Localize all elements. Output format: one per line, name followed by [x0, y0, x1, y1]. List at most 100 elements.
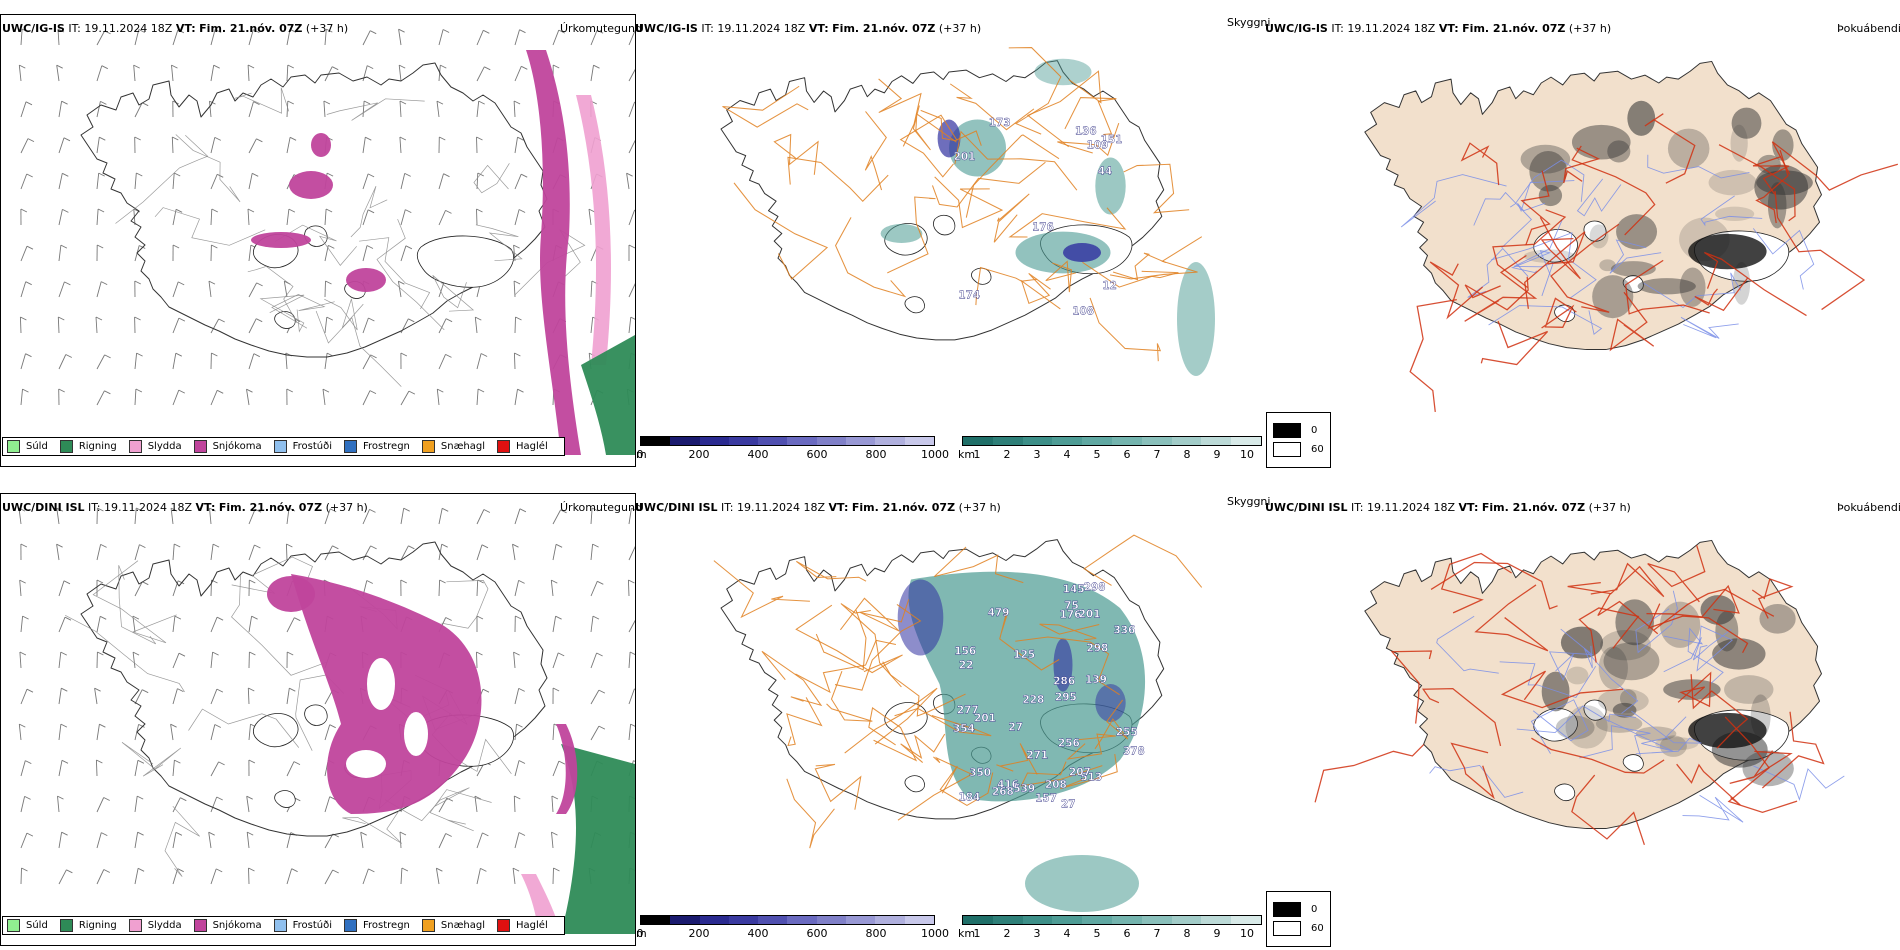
- cloud-base-label: 75: [1064, 600, 1079, 612]
- road-line: [475, 224, 523, 262]
- wind-barb-flag: [212, 651, 219, 656]
- wind-barb-flag: [19, 579, 26, 584]
- wind-barb-flag: [104, 30, 111, 35]
- wind-barb: [324, 869, 334, 885]
- colorbar-bin: [963, 437, 993, 445]
- road-line: [1066, 733, 1116, 760]
- colorbar-bin: [904, 437, 934, 445]
- wind-barb-flag: [177, 688, 184, 693]
- field-blob: [880, 224, 923, 244]
- wind-barb-flag: [360, 831, 367, 836]
- wind-barb: [172, 317, 180, 334]
- colorbar-bin: [904, 916, 934, 924]
- road-line: [1682, 794, 1744, 823]
- fog-legend-swatch: [1273, 442, 1301, 457]
- wind-barb-flag: [138, 723, 145, 728]
- precip-panel-2: [0, 493, 636, 946]
- wind-barb-flag: [246, 388, 253, 393]
- wind-barb-flag: [26, 245, 34, 250]
- wind-barb-flag: [598, 689, 606, 694]
- wind-barb-flag: [97, 651, 104, 656]
- wind-barb-flag: [136, 352, 143, 357]
- wind-barb-flag: [555, 543, 563, 548]
- colorbar-bin: [1052, 916, 1083, 924]
- wind-barb: [362, 545, 371, 561]
- wind-barb-flag: [328, 244, 335, 249]
- wind-barb-flag: [329, 508, 337, 513]
- glacier-outline: [252, 713, 299, 748]
- field-blob: [1063, 243, 1101, 262]
- wind-barb-flag: [555, 615, 562, 620]
- road-line: [1578, 607, 1640, 663]
- wind-barb-flag: [286, 388, 294, 393]
- colorbar-tick: 10: [1240, 448, 1254, 461]
- title-fog-1: Þokuábendi: [1837, 22, 1900, 35]
- wind-barb: [400, 173, 406, 190]
- road-line: [1531, 737, 1665, 774]
- wind-barb: [627, 579, 630, 597]
- wind-barb-flag: [104, 354, 111, 359]
- wind-barb-flag: [136, 795, 144, 800]
- wind-barb-flag: [291, 868, 298, 873]
- wind-barb-flag: [213, 64, 220, 69]
- precip-legend-2: Súld Rigning Slydda Snjókoma Frostúði Frostre…: [2, 916, 565, 935]
- wind-barb: [20, 138, 29, 154]
- road-line: [1082, 261, 1179, 288]
- wind-barb: [172, 760, 175, 777]
- wind-barb-flag: [20, 208, 28, 213]
- wind-barb: [514, 832, 520, 849]
- cloud-base-label: 513: [1080, 772, 1102, 784]
- precip-band: [576, 95, 611, 365]
- wind-barb-flag: [246, 831, 254, 836]
- wind-barb: [476, 832, 483, 849]
- road-line: [1436, 615, 1499, 674]
- wind-barb-flag: [99, 723, 106, 728]
- wind-barb-flag: [247, 64, 255, 69]
- field-blob: [1025, 855, 1139, 912]
- wind-barb: [628, 283, 635, 298]
- wind-barb: [172, 832, 177, 849]
- wind-barb: [134, 29, 140, 46]
- wind-barb-flag: [256, 138, 263, 143]
- wind-barb-flag: [18, 507, 26, 512]
- road-line: [1729, 750, 1793, 784]
- wind-barb: [20, 101, 27, 118]
- wind-barb-flag: [630, 316, 635, 320]
- wind-barb: [210, 208, 213, 226]
- legend-label: Rigning: [78, 441, 117, 452]
- field-blob: [1712, 638, 1766, 670]
- colorbar-tick: 1000: [921, 448, 949, 461]
- wind-barb-flag: [516, 723, 523, 728]
- wind-barb-flag: [596, 652, 603, 657]
- wind-barb-flag: [329, 724, 336, 729]
- wind-barb: [96, 832, 102, 849]
- wind-barb: [324, 208, 327, 226]
- field-blob: [1095, 157, 1126, 215]
- road-line: [1422, 687, 1502, 747]
- cloud-base-label: 108: [1072, 305, 1094, 317]
- wind-barb: [476, 136, 478, 154]
- wind-barb: [400, 867, 403, 885]
- colorbar-bin: [1052, 437, 1083, 445]
- wind-barb-flag: [57, 795, 64, 800]
- wind-barb: [94, 688, 98, 705]
- wind-barb: [286, 868, 293, 885]
- wind-barb: [208, 281, 212, 298]
- road-line: [1647, 603, 1749, 654]
- wind-barb-flag: [62, 172, 69, 177]
- wind-barb: [476, 30, 484, 46]
- field-blob: [1759, 604, 1796, 634]
- wind-barb-flag: [405, 209, 412, 214]
- colorbar-tick: 9: [1213, 448, 1221, 461]
- wind-barb: [172, 209, 177, 226]
- wind-barb: [56, 508, 60, 525]
- wind-barb: [628, 209, 635, 226]
- wind-barb: [628, 68, 635, 82]
- wind-barb-flag: [515, 615, 522, 620]
- wind-barb-flag: [178, 389, 186, 394]
- wind-barb-flag: [133, 64, 140, 69]
- wind-barb-flag: [139, 544, 146, 549]
- cloud-base-label: 27: [1061, 798, 1076, 810]
- colorbar-tick: 4: [1063, 448, 1071, 461]
